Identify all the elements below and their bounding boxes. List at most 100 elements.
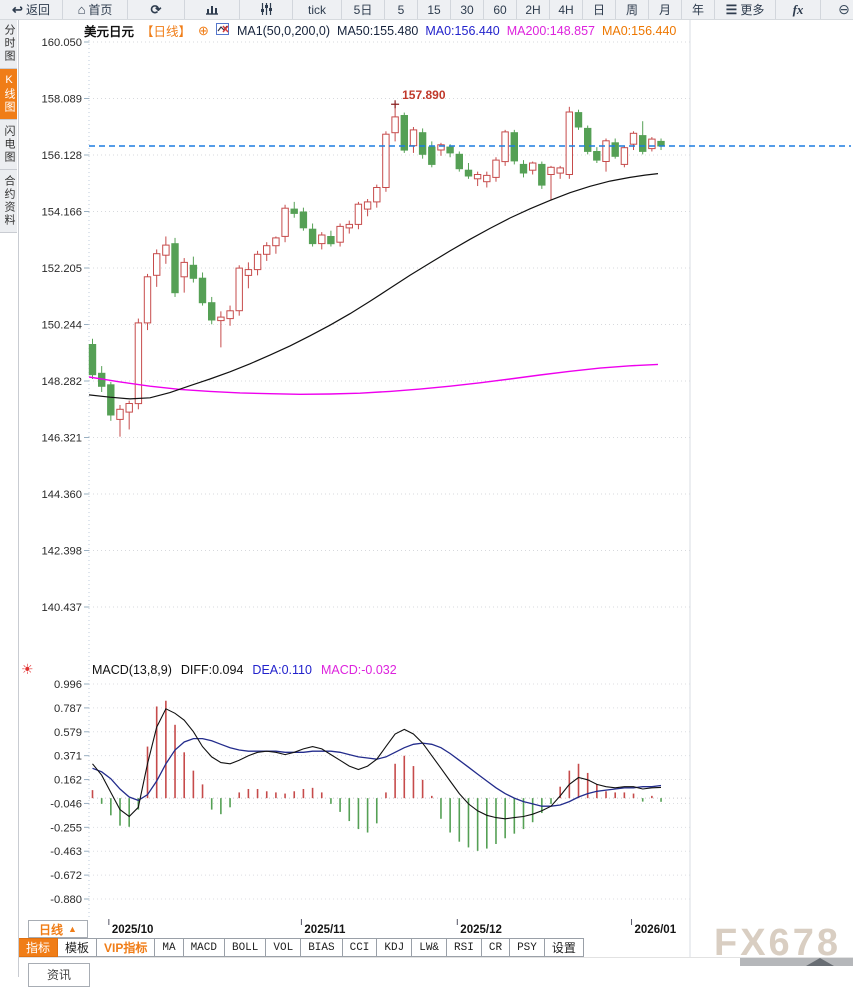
interval-4h[interactable]: 4H (550, 0, 583, 19)
interval-year[interactable]: 年 (682, 0, 715, 19)
interval-60m-label: 60 (493, 2, 507, 17)
sidebar-item-timeshare[interactable]: 分时图 (0, 19, 17, 69)
svg-text:-0.046: -0.046 (50, 798, 82, 810)
macd-header: MACD(13,8,9) DIFF:0.094 DEA:0.110 MACD:-… (92, 663, 397, 677)
svg-text:158.089: 158.089 (42, 94, 82, 106)
period-tag: 【日线】 (141, 25, 192, 39)
sidebar-item-kline[interactable]: K线图 (0, 69, 17, 120)
indicator-remove-icon[interactable] (215, 23, 230, 38)
svg-text:152.205: 152.205 (42, 263, 82, 275)
back-label: 返回 (25, 3, 50, 17)
x-axis-labels: 2025/10 2025/11 2025/12 2026/01 (108, 919, 677, 936)
home-button[interactable]: ⌂ 首页 (63, 0, 128, 19)
formula-button[interactable]: fx (776, 0, 821, 19)
tab-cr[interactable]: CR (481, 938, 511, 957)
refresh-button[interactable]: ⟳ (128, 0, 185, 19)
ma50-line (88, 173, 659, 400)
macd-bar-value: MACD:-0.032 (320, 663, 397, 677)
svg-text:146.321: 146.321 (42, 433, 82, 445)
candlestick-layer (88, 104, 665, 437)
indicator-tabbar: 指标 模板 VIP指标 MA MACD BOLL VOL BIAS CCI KD… (18, 938, 584, 957)
macd-axis: 0.996 0.787 0.579 0.371 0.162 -0.046 -0.255 -0.… (50, 679, 690, 906)
high-annotation: 157.890 (391, 88, 446, 109)
ma-settings-label: MA1(50,0,200,0) (236, 23, 331, 38)
svg-text:0.579: 0.579 (54, 727, 82, 739)
bar-chart-button[interactable] (185, 0, 240, 19)
pane-borders (88, 19, 691, 957)
ma200-line (88, 363, 659, 396)
horizontal-scrollbar[interactable] (740, 958, 853, 966)
interval-2h[interactable]: 2H (517, 0, 550, 19)
bar-chart-icon (205, 3, 219, 17)
ma0-blue-value-label: MA0:156.440 (425, 23, 500, 38)
left-sidebar: 分时图 K线图 闪电图 合约资料 (0, 19, 19, 977)
more-button[interactable]: ☰ 更多 (715, 0, 776, 19)
interval-2h-label: 2H (525, 2, 541, 17)
interval-month-label: 月 (658, 3, 671, 17)
interval-4h-label: 4H (558, 2, 574, 17)
svg-text:-0.880: -0.880 (50, 894, 82, 906)
interval-30m-label: 30 (460, 2, 474, 17)
interval-15m[interactable]: 15 (418, 0, 451, 19)
macd-dea-value: DEA:0.110 (252, 663, 312, 677)
scrollbar-collapse-arrow[interactable] (806, 958, 834, 966)
tab-kdj[interactable]: KDJ (377, 938, 413, 957)
macd-diff-value: DIFF:0.094 (180, 663, 244, 677)
svg-text:-0.463: -0.463 (50, 846, 82, 858)
svg-text:144.360: 144.360 (42, 489, 82, 501)
interval-day-label: 日 (592, 3, 605, 17)
tab-lw[interactable]: LW& (412, 938, 448, 957)
interval-5m[interactable]: 5 (385, 0, 418, 19)
indicator-settings-icon[interactable]: ☀ (21, 661, 34, 677)
sidebar-item-lightning[interactable]: 闪电图 (0, 120, 17, 170)
tab-psy[interactable]: PSY (510, 938, 545, 957)
tab-boll[interactable]: BOLL (224, 938, 267, 957)
svg-text:0.996: 0.996 (54, 679, 82, 691)
zoom-out-icon: ⊖ (838, 1, 850, 17)
candle-style-button[interactable] (240, 0, 293, 19)
back-button[interactable]: ↩ 返回 (0, 0, 63, 19)
svg-text:140.437: 140.437 (42, 602, 82, 614)
interval-30m[interactable]: 30 (451, 0, 484, 19)
tab-macd[interactable]: MACD (183, 938, 225, 957)
sidebar-item-contract-info[interactable]: 合约资料 (0, 170, 17, 233)
chart-header: 美元日元 【日线】 ⊕ MA1(50,0,200,0) MA50:155.480… (84, 21, 676, 40)
svg-text:2025/10: 2025/10 (112, 924, 154, 936)
interval-week-label: 周 (625, 3, 638, 17)
interval-tick[interactable]: tick (293, 0, 342, 19)
svg-text:0.162: 0.162 (54, 775, 82, 787)
tab-settings[interactable]: 设置 (544, 938, 584, 957)
interval-week[interactable]: 周 (616, 0, 649, 19)
tab-template[interactable]: 模板 (58, 938, 98, 957)
news-tab[interactable]: 资讯 (28, 963, 90, 987)
tab-bias[interactable]: BIAS (301, 938, 343, 957)
interval-60m[interactable]: 60 (484, 0, 517, 19)
candle-sliders-icon (260, 2, 273, 17)
period-selector[interactable]: 日线 ▲ (28, 920, 88, 938)
ma0-orange-value-label: MA0:156.440 (601, 23, 677, 38)
interval-month[interactable]: 月 (649, 0, 682, 19)
news-tab-label: 资讯 (46, 968, 71, 982)
home-icon: ⌂ (77, 2, 86, 17)
period-selector-label: 日线 (39, 922, 64, 937)
add-indicator-icon[interactable]: ⊕ (198, 22, 209, 38)
tab-ma[interactable]: MA (155, 938, 184, 957)
back-arrow-icon: ↩ (12, 2, 23, 17)
price-axis: 160.050 158.089 156.128 154.166 152.205 150.2… (42, 37, 690, 614)
interval-day[interactable]: 日 (583, 0, 616, 19)
refresh-icon: ⟳ (150, 2, 162, 17)
tab-rsi[interactable]: RSI (447, 938, 482, 957)
interval-5d[interactable]: 5日 (342, 0, 385, 19)
ma50-value-label: MA50:155.480 (337, 23, 419, 38)
tab-vip-indicator[interactable]: VIP指标 (97, 938, 156, 957)
zoom-out-button[interactable]: ⊖ (821, 0, 853, 19)
dea-line (92, 737, 662, 807)
chevron-up-icon: ▲ (68, 924, 77, 934)
tab-indicator[interactable]: 指标 (18, 938, 59, 957)
tick-label: tick (308, 2, 326, 17)
svg-text:148.282: 148.282 (42, 376, 82, 388)
tab-vol[interactable]: VOL (266, 938, 302, 957)
tab-cci[interactable]: CCI (342, 938, 378, 957)
svg-text:160.050: 160.050 (42, 37, 82, 49)
